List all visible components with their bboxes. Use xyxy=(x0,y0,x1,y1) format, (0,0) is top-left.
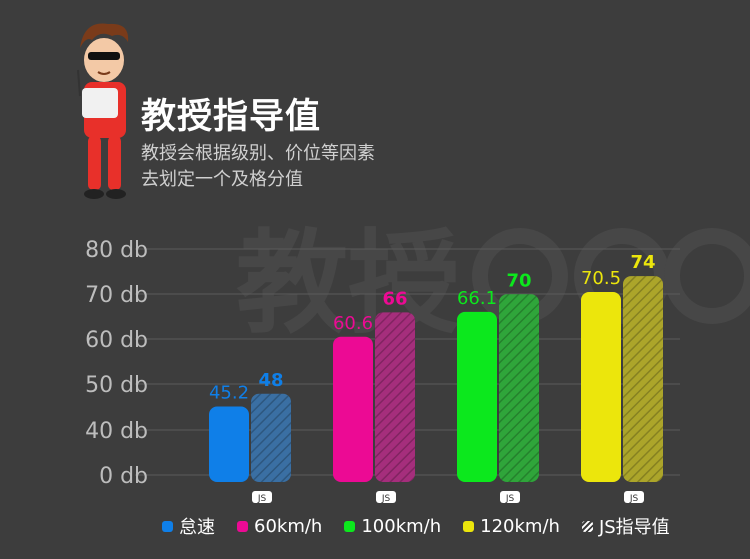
mascot-shoe-left xyxy=(84,189,104,199)
legend-label-100: 100km/h xyxy=(361,515,442,537)
data-labels: 45.2 48 60.6 66 66.1 70 70.5 74 xyxy=(209,252,656,403)
mascot-clipboard xyxy=(82,88,118,118)
js-marker-badge xyxy=(624,491,644,503)
y-tick-label: 0 db xyxy=(99,464,148,489)
bar-measured xyxy=(457,311,497,482)
watermark-text: 教授 xyxy=(236,219,460,349)
legend-swatch-60 xyxy=(237,520,248,532)
bar-measured xyxy=(581,291,621,482)
legend-item-120: 120km/h xyxy=(463,516,560,537)
js-marker-text: JS xyxy=(629,494,639,504)
mascot-shoe-right xyxy=(106,189,126,199)
mascot-illustration xyxy=(77,23,129,199)
bar-measured xyxy=(209,406,249,482)
y-tick-label: 60 db xyxy=(85,328,148,353)
data-label-measured: 66.1 xyxy=(457,288,497,309)
mascot-leg-left xyxy=(88,136,101,190)
legend-label-60: 60km/h xyxy=(254,515,323,537)
mascot-mouth xyxy=(97,71,111,75)
bar-guide-hatch xyxy=(623,276,663,482)
y-tick-label: 40 db xyxy=(85,419,148,444)
bar-guide-hatch xyxy=(251,393,291,482)
mascot-hair xyxy=(80,23,129,48)
data-label-guide: 74 xyxy=(630,252,655,273)
guide-markers: JS JS JS JS xyxy=(252,491,644,504)
legend: 怠速 60km/h 100km/h 120km/h JS指导值 xyxy=(162,513,670,539)
legend-swatch-120 xyxy=(463,520,475,532)
mascot-leg-right xyxy=(108,136,121,190)
legend-item-60: 60km/h xyxy=(237,516,322,537)
js-marker-text: JS xyxy=(381,494,391,504)
y-tick-label: 50 db xyxy=(85,373,148,398)
legend-swatch-idle xyxy=(162,520,173,532)
bar-guide-hatch xyxy=(375,312,415,482)
chart-title: 教授指导值 xyxy=(141,97,322,137)
bars xyxy=(209,276,663,482)
legend-item-guide: JS指导值 xyxy=(581,513,670,539)
watermark: 教授 xyxy=(236,219,750,349)
js-marker-badge xyxy=(500,491,520,503)
data-label-guide: 48 xyxy=(258,370,283,391)
subtitle-line-1: 教授会根据级别、价位等因素 xyxy=(141,143,375,164)
js-marker-badge xyxy=(376,491,396,503)
data-label-measured: 45.2 xyxy=(209,382,249,403)
data-label-measured: 70.5 xyxy=(581,268,621,289)
legend-swatch-guide xyxy=(581,520,593,532)
js-marker-badge xyxy=(252,491,272,503)
watermark-ring-2 xyxy=(574,228,670,324)
legend-swatch-100 xyxy=(344,520,356,532)
legend-label-120: 120km/h xyxy=(480,515,560,537)
watermark-ring-3 xyxy=(664,228,750,324)
y-tick-label: 70 db xyxy=(85,283,148,308)
mascot-glasses xyxy=(88,52,120,60)
chart-subtitle: 教授会根据级别、价位等因素 去划定一个及格分值 xyxy=(141,141,375,193)
y-axis: 80 db 70 db 60 db 50 db 40 db 0 db xyxy=(85,238,148,489)
y-tick-label: 80 db xyxy=(85,238,148,263)
legend-item-idle: 怠速 xyxy=(162,513,215,539)
subtitle-line-2: 去划定一个及格分值 xyxy=(141,169,303,190)
data-label-measured: 60.6 xyxy=(333,313,373,334)
data-label-guide: 66 xyxy=(382,288,407,309)
legend-label-idle: 怠速 xyxy=(179,517,215,538)
bar-guide-hatch xyxy=(499,294,539,482)
js-marker-text: JS xyxy=(257,494,267,504)
bar-measured xyxy=(333,336,373,482)
mascot-pen xyxy=(77,69,81,97)
legend-label-guide: JS指导值 xyxy=(598,517,670,538)
legend-item-100: 100km/h xyxy=(344,516,441,537)
js-marker-text: JS xyxy=(505,494,515,504)
data-label-guide: 70 xyxy=(506,270,531,291)
